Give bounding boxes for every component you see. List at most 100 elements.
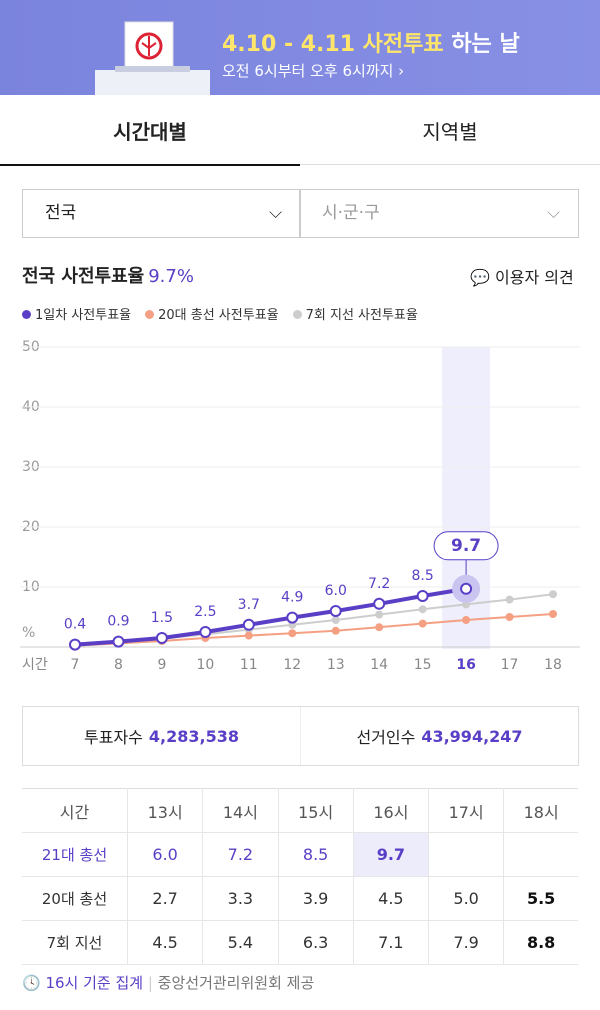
x-tick-label: 7 — [71, 657, 80, 673]
header-cell: 16시 — [353, 788, 430, 833]
banner[interactable]: 4.10 - 4.11 사전투표 하는 날 오전 6시부터 오후 6시까지 › — [0, 0, 600, 95]
table-cell: 6.0 — [127, 832, 204, 877]
district-select[interactable]: 시·군·구 ⌵ — [299, 189, 579, 238]
x-tick-label: 11 — [240, 657, 258, 673]
x-axis-title: 시간 — [22, 657, 48, 673]
point — [112, 635, 125, 648]
banner-title: 4.10 - 4.11 사전투표 — [222, 32, 444, 57]
data-label: 1.5 — [151, 610, 173, 626]
point — [373, 597, 386, 610]
table-cell: 8.8 — [503, 920, 578, 965]
point — [462, 616, 471, 624]
headline: 전국 사전투표율 — [22, 266, 145, 287]
feedback-button[interactable]: 💬 이용자 의견 — [470, 268, 574, 287]
legend-item: 20대 총선 사전투표율 — [145, 304, 279, 323]
select-value: 전국 — [45, 203, 77, 223]
table-cell: 3.9 — [278, 876, 354, 921]
tooltip-value: 9.7 — [451, 536, 481, 556]
point — [418, 619, 427, 628]
table-cell: 7.2 — [202, 832, 279, 877]
footer-basis: 16시 기준 집계 — [45, 974, 144, 992]
data-label: 4.9 — [281, 590, 303, 606]
legend-label: 7회 지선 사전투표율 — [305, 308, 418, 323]
legend-item: 7회 지선 사전투표율 — [292, 304, 418, 323]
table-row: 7회 지선 4.5 5.4 6.3 7.1 7.9 8.8 — [22, 920, 578, 965]
tab[interactable]: 지역별 — [300, 100, 600, 165]
x-tick-label: 17 — [501, 657, 519, 673]
legend-marker — [22, 310, 31, 319]
stat-value: 4,283,538 — [148, 726, 239, 746]
header-cell: 13시 — [127, 788, 204, 833]
point — [375, 610, 384, 619]
data-label: 8.5 — [412, 568, 434, 584]
table-header: 시간 13시 14시 15시 16시 17시 18시 — [22, 788, 578, 833]
select-value: 시·군·구 — [322, 203, 380, 223]
x-tick-label: 15 — [414, 657, 432, 673]
series-line — [74, 586, 467, 647]
header-cell: 14시 — [202, 788, 279, 833]
data-label: 7.2 — [368, 576, 390, 592]
footer-source: 중앙선거관리위원회 제공 — [157, 974, 315, 992]
table-cell: 4.5 — [353, 876, 430, 921]
point — [199, 626, 212, 638]
point — [375, 623, 384, 632]
legend: 1일차 사전투표율 20대 총선 사전투표율 7회 지선 사전투표율 — [22, 304, 418, 323]
stat: 선거인수 43,994,247 — [301, 707, 578, 765]
point — [331, 616, 340, 624]
table-cell: 20대 총선 — [22, 876, 128, 921]
header-cell: 17시 — [428, 788, 505, 833]
ballot-icon — [95, 21, 210, 95]
table-cell: 5.5 — [503, 876, 578, 921]
table-cell: 8.5 — [278, 832, 354, 877]
stat-label: 투표자수 — [84, 728, 143, 747]
legend-label: 1일차 사전투표율 — [35, 308, 132, 323]
x-tick-label: 8 — [114, 657, 123, 673]
table-cell: 5.0 — [428, 876, 505, 921]
stat-value: 43,994,247 — [421, 726, 523, 746]
x-tick-label: 13 — [327, 657, 345, 673]
table-cell — [503, 832, 578, 877]
point — [505, 595, 514, 604]
table-cell — [428, 832, 505, 877]
table-cell: 5.4 — [202, 920, 279, 965]
table-cell: 7회 지선 — [22, 920, 128, 965]
point — [288, 629, 297, 638]
feedback-label: 이용자 의견 — [495, 268, 574, 287]
x-tick-label: 14 — [370, 657, 388, 673]
region-select[interactable]: 전국 ⌵ — [22, 189, 301, 238]
stat-label: 선거인수 — [356, 728, 416, 747]
point — [69, 638, 81, 651]
table-cell: 7.1 — [353, 920, 430, 965]
tab[interactable]: 시간대별 — [0, 100, 300, 166]
legend-item: 1일차 사전투표율 — [22, 304, 131, 323]
data-table: 시간 13시 14시 15시 16시 17시 18시 21대 총선 6.0 7.2 8.5 9.7 20… — [22, 788, 578, 965]
legend-marker — [145, 310, 155, 319]
header-cell: 18시 — [503, 788, 578, 833]
table-cell: 3.3 — [202, 876, 279, 921]
tooltip — [433, 531, 499, 561]
data-label: 0.9 — [107, 614, 129, 630]
footer: 🕓 16시 기준 집계 | 중앙선거관리위원회 제공 — [22, 974, 315, 992]
data-label: 6.0 — [325, 583, 347, 599]
point — [549, 590, 557, 599]
data-label: 3.7 — [238, 597, 260, 613]
stat: 투표자수 4,283,538 — [23, 707, 301, 765]
data-label: 0.4 — [64, 617, 86, 633]
x-tick-label: 12 — [283, 657, 301, 673]
point — [242, 618, 255, 631]
header-cell: 시간 — [22, 788, 128, 833]
point — [416, 590, 429, 602]
table-cell: 7.9 — [428, 920, 505, 965]
point — [244, 631, 253, 640]
point — [286, 611, 299, 624]
header-cell: 15시 — [278, 788, 354, 833]
table-cell: 6.3 — [278, 920, 354, 965]
series-line — [74, 613, 554, 647]
y-tick-label: % — [22, 625, 35, 641]
table-cell: 2.7 — [127, 876, 204, 921]
x-tick-label: 16 — [456, 657, 475, 673]
point — [331, 626, 340, 635]
point — [505, 613, 514, 621]
